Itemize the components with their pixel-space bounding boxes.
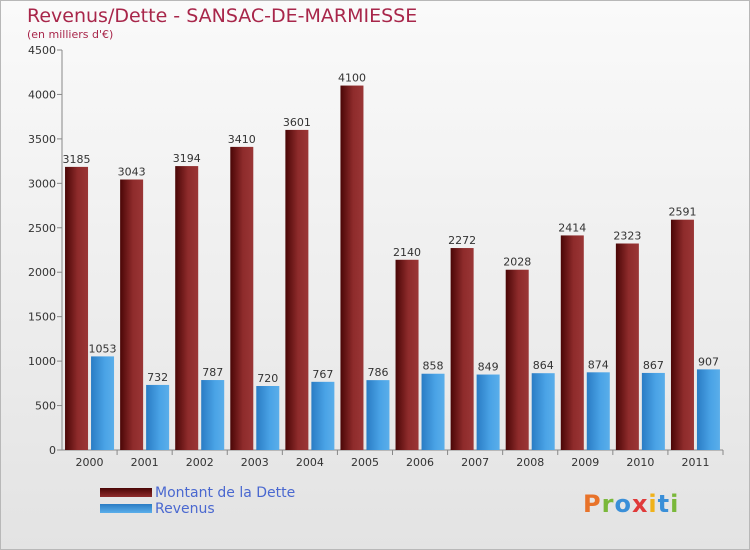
x-tick-label: 2005 [351,456,379,469]
data-label-dette: 2140 [393,246,421,259]
bar-revenus [311,381,335,450]
legend-swatch-revenus [100,504,152,513]
legend-label-revenus: Revenus [155,501,215,517]
bar-dette [230,146,254,450]
x-tick-label: 2001 [131,456,159,469]
x-tick-label: 2008 [516,456,544,469]
bar-dette [560,235,584,450]
x-tick-label: 2006 [406,456,434,469]
data-label-dette: 2272 [448,234,476,247]
y-tick-label: 2500 [28,222,56,235]
bar-dette [505,269,529,450]
y-tick-label: 3000 [28,177,56,190]
bar-revenus [256,386,280,450]
y-tick-label: 0 [49,444,56,457]
data-label-revenus: 787 [202,366,223,379]
y-tick-label: 2000 [28,266,56,279]
bar-revenus [421,373,445,450]
logo-letter: x [631,490,649,518]
bar-revenus [476,374,500,450]
data-label-revenus: 849 [478,361,499,374]
data-label-revenus: 720 [257,372,278,385]
logo-letter: r [601,490,615,518]
x-tick-label: 2011 [681,456,709,469]
y-tick-label: 4000 [28,88,56,101]
data-label-dette: 3194 [173,152,201,165]
data-label-dette: 2414 [558,221,586,234]
logo-letter: P [583,490,602,518]
bar-revenus [531,373,555,450]
data-label-revenus: 867 [643,359,664,372]
bar-revenus [146,384,170,450]
data-label-dette: 3601 [283,116,311,129]
bar-dette [120,179,144,450]
y-tick-label: 1000 [28,355,56,368]
logo-letter: i [670,490,680,518]
x-tick-label: 2010 [626,456,654,469]
x-tick-label: 2002 [186,456,214,469]
legend-swatch-dette [100,488,152,497]
x-tick-label: 2004 [296,456,324,469]
data-label-revenus: 1053 [89,342,117,355]
data-label-revenus: 874 [588,358,609,371]
bar-revenus [366,380,390,450]
data-label-dette: 2323 [613,230,641,243]
legend-label-dette: Montant de la Dette [155,485,296,501]
data-label-dette: 3043 [118,166,146,179]
data-label-revenus: 767 [312,368,333,381]
proxiti-logo: Proxiti [583,490,679,518]
bar-revenus [696,369,720,450]
data-label-dette: 3185 [63,153,91,166]
data-label-dette: 3410 [228,133,256,146]
y-tick-label: 500 [35,400,56,413]
data-label-dette: 2028 [503,256,531,269]
bar-dette [615,243,639,450]
data-label-revenus: 907 [698,355,719,368]
data-label-revenus: 786 [367,366,388,379]
x-tick-label: 2009 [571,456,599,469]
chart-subtitle: (en milliers d'€) [27,28,114,41]
logo-letter: t [657,490,671,518]
bar-revenus [91,356,115,450]
x-tick-label: 2000 [76,456,104,469]
bar-revenus [641,372,665,450]
y-tick-label: 3500 [28,133,56,146]
data-label-dette: 4100 [338,72,366,85]
bar-revenus [586,372,610,450]
data-label-revenus: 732 [147,371,168,384]
bar-dette [395,259,419,450]
bar-dette [670,219,694,450]
chart-title: Revenus/Dette - SANSAC-DE-MARMIESSE [27,5,418,27]
logo-letter: i [648,490,658,518]
data-label-dette: 2591 [668,206,696,219]
data-label-revenus: 864 [533,359,554,372]
bar-dette [175,166,199,451]
bar-dette [285,129,309,450]
y-tick-label: 4500 [28,44,56,57]
bar-revenus [201,380,225,450]
logo-letter: o [614,490,632,518]
x-tick-label: 2007 [461,456,489,469]
bar-dette [65,166,89,450]
y-tick-label: 1500 [28,311,56,324]
bar-dette [450,248,474,450]
bar-dette [340,85,364,451]
data-label-revenus: 858 [423,360,444,373]
x-tick-label: 2003 [241,456,269,469]
